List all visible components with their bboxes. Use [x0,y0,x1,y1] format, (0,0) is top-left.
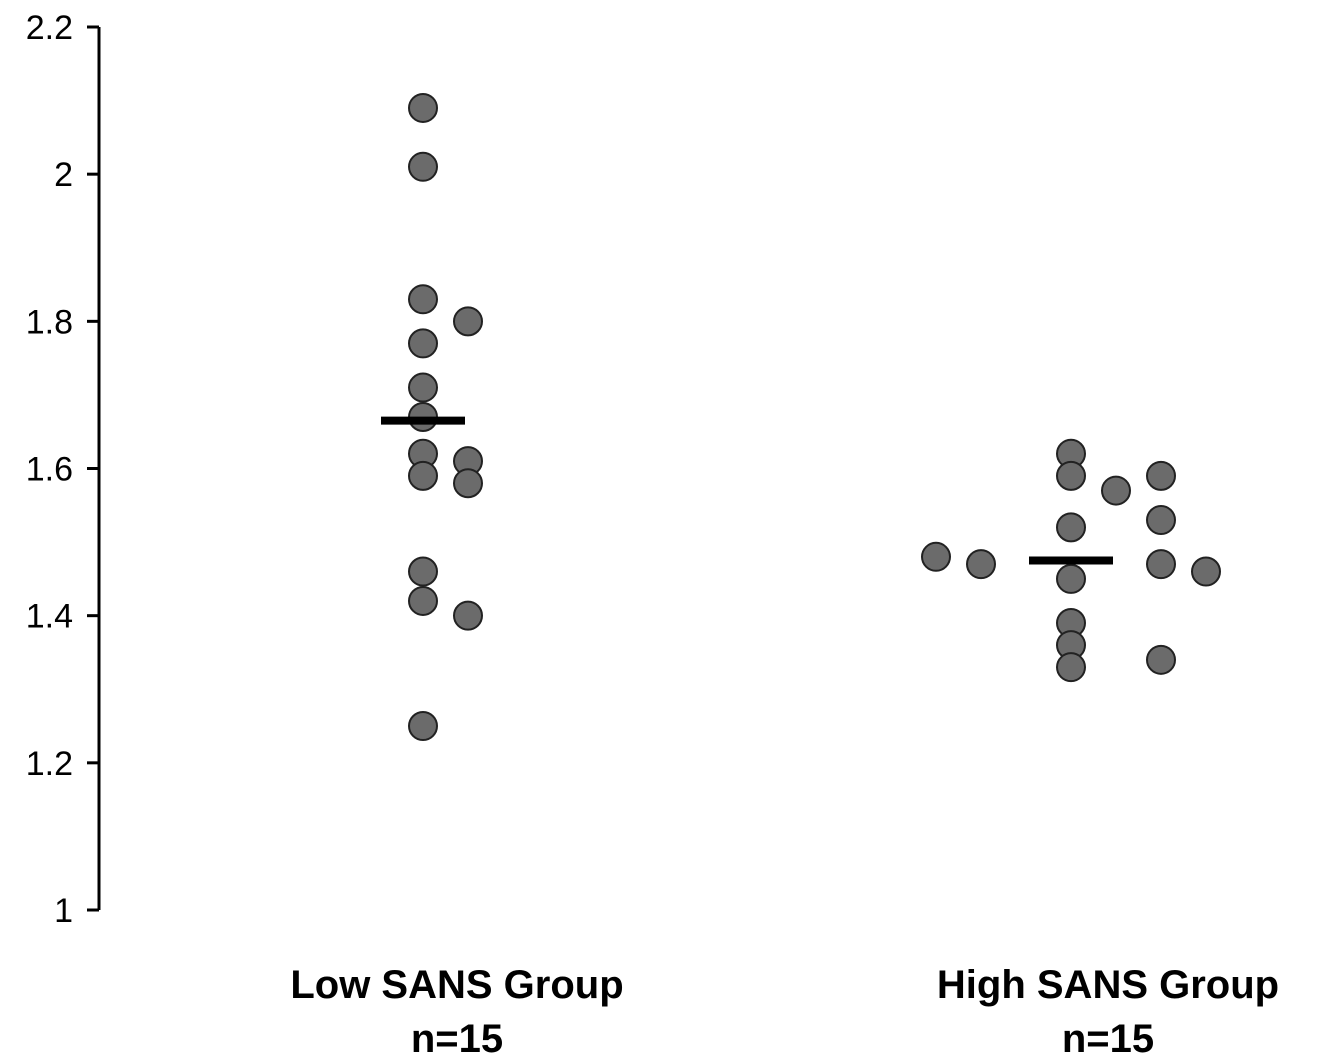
y-tick-label: 1 [54,892,73,930]
y-tick-label: 2 [54,156,73,194]
groups: Low SANS Group n=15 High SANS Group n=15 [290,92,1279,1061]
group-label: High SANS Group [937,963,1279,1007]
y-tick-label: 1.4 [26,598,73,636]
data-point [1101,475,1131,506]
y-tick-label: 1.8 [26,303,73,341]
data-point [453,306,483,337]
data-point [408,284,438,315]
group-n-label: n=15 [411,1017,503,1061]
data-point [408,92,438,123]
y-axis-ticks: 1 1.2 1.4 1.6 1.8 2 2.2 [26,9,99,930]
group-label: Low SANS Group [290,963,623,1007]
data-point [1146,460,1176,491]
data-point [1056,460,1086,491]
data-point [1056,512,1086,543]
group-n-label: n=15 [1062,1017,1154,1061]
group-2: High SANS Group n=15 [921,438,1279,1061]
data-point [921,541,951,572]
y-tick-label: 1.2 [26,745,73,783]
data-point [408,151,438,182]
data-point [408,556,438,587]
data-point [408,585,438,616]
y-tick-label: 2.2 [26,9,73,47]
data-point [1056,563,1086,594]
data-point [1056,652,1086,683]
data-point [453,468,483,499]
data-point [966,549,996,580]
data-point [408,460,438,491]
data-point [1146,644,1176,675]
data-point [408,328,438,359]
data-point [1146,549,1176,580]
data-point [1146,505,1176,536]
group-1: Low SANS Group n=15 [290,92,624,1061]
data-point [408,711,438,742]
data-point [1191,556,1221,587]
data-point [453,600,483,631]
y-tick-label: 1.6 [26,451,73,489]
data-point [408,372,438,403]
